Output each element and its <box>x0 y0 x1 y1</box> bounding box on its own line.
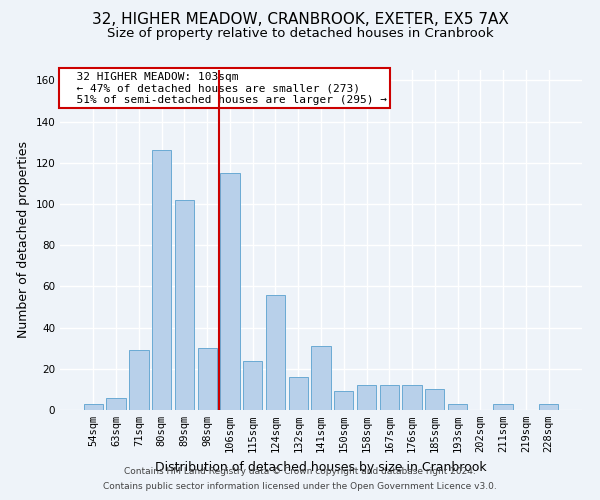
Text: Contains HM Land Registry data © Crown copyright and database right 2024.: Contains HM Land Registry data © Crown c… <box>124 467 476 476</box>
Bar <box>380 386 399 410</box>
Bar <box>106 398 126 410</box>
Bar <box>311 346 331 410</box>
Bar <box>448 404 467 410</box>
Bar <box>175 200 194 410</box>
Bar <box>220 173 239 410</box>
Text: 32, HIGHER MEADOW, CRANBROOK, EXETER, EX5 7AX: 32, HIGHER MEADOW, CRANBROOK, EXETER, EX… <box>92 12 508 28</box>
Bar <box>266 294 285 410</box>
Bar <box>129 350 149 410</box>
Bar <box>493 404 513 410</box>
Text: 32 HIGHER MEADOW: 103sqm
  ← 47% of detached houses are smaller (273)
  51% of s: 32 HIGHER MEADOW: 103sqm ← 47% of detach… <box>62 72 386 105</box>
Text: Contains public sector information licensed under the Open Government Licence v3: Contains public sector information licen… <box>103 482 497 491</box>
Bar <box>539 404 558 410</box>
Bar <box>357 386 376 410</box>
X-axis label: Distribution of detached houses by size in Cranbrook: Distribution of detached houses by size … <box>155 460 487 473</box>
Y-axis label: Number of detached properties: Number of detached properties <box>17 142 30 338</box>
Bar <box>152 150 172 410</box>
Bar <box>289 377 308 410</box>
Bar <box>403 386 422 410</box>
Bar <box>197 348 217 410</box>
Bar <box>84 404 103 410</box>
Bar <box>243 360 262 410</box>
Bar <box>334 392 353 410</box>
Text: Size of property relative to detached houses in Cranbrook: Size of property relative to detached ho… <box>107 28 493 40</box>
Bar <box>425 390 445 410</box>
